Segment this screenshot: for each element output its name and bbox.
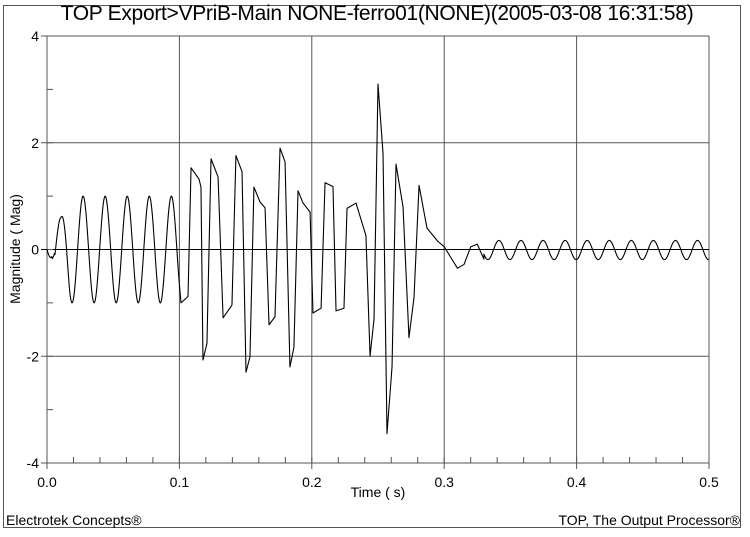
chart-title: TOP Export>VPriB-Main NONE-ferro01(NONE)… [0,2,750,26]
x-tick-label: 0.2 [302,474,322,490]
footer-left-credit: Electrotek Concepts® [6,512,142,528]
y-tick-label: 2 [31,135,39,151]
y-tick-label: 0 [31,242,39,258]
axis-ticks [46,35,710,464]
x-tick-label: 0.1 [170,474,190,490]
x-tick-label: 0.4 [567,474,587,490]
y-tick-label: 4 [31,28,39,44]
waveform-line [46,83,710,435]
x-tick-label: 0.3 [434,474,454,490]
x-tick-label: 0.0 [37,474,57,490]
y-axis-title: Magnitude ( Mag) [7,194,23,304]
y-tick-label: -4 [27,455,40,471]
x-axis-title: Time ( s) [351,484,406,500]
x-axis-tick-labels: 0.0 0.1 0.2 0.3 0.4 0.5 [37,474,719,490]
y-axis-tick-labels: 4 2 0 -2 -4 [27,28,40,471]
footer-right-credit: TOP, The Output Processor® [558,512,740,528]
chart-frame [3,5,741,528]
grid-lines [41,35,710,469]
chart-title-text: TOP Export>VPriB-Main NONE-ferro01(NONE)… [60,2,694,25]
y-tick-label: -2 [27,348,40,364]
x-tick-label: 0.5 [699,474,719,490]
